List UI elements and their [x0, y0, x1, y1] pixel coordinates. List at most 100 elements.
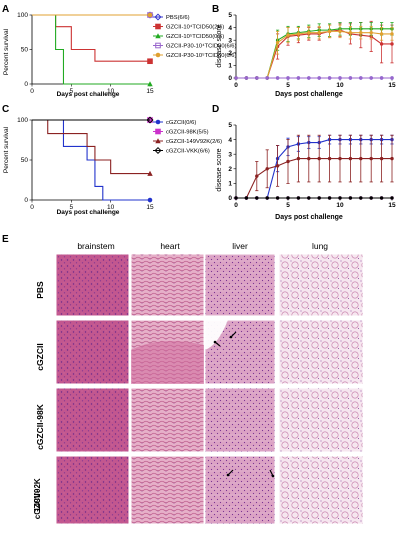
chart-d-series-point [244, 196, 249, 200]
histology-column-liver: liver [232, 241, 248, 251]
chart-b-series-point [307, 76, 311, 80]
chart-c-legend-marker [155, 138, 161, 144]
chart-d-series-point [234, 196, 238, 200]
chart-a-legend-label: GZCII-P30-10⁵TCID50(6/6) [166, 52, 236, 59]
chart-b-series-point [275, 41, 280, 45]
chart-b-ytick-label: 3 [228, 37, 232, 44]
arrow-head-icon [226, 473, 230, 477]
histology-column-heart: heart [160, 241, 180, 251]
chart-b-series-point [359, 76, 363, 80]
histology-row-4-line2: 149V92K [33, 478, 42, 512]
chart-d-series-point [307, 156, 311, 161]
histology-column-lung: lung [312, 241, 328, 251]
chart-d-xlabel: Days post challenge [275, 214, 343, 221]
chart-b-series-point [348, 76, 353, 80]
chart-d-xtick-label: 5 [286, 202, 290, 209]
chart-d-ytick-label: 4 [228, 137, 232, 144]
chart-c-series-line [32, 119, 150, 201]
arrow-head-icon [271, 474, 275, 478]
chart-d-series-point [327, 196, 332, 200]
chart-d-series-line [236, 158, 392, 199]
chart-b-series-point [338, 76, 342, 80]
chart-b-ytick-label: 0 [228, 75, 232, 82]
chart-d-ytick-label: 1 [228, 181, 232, 188]
chart-d-series-point [286, 196, 290, 200]
histology-gap-liver-cgzcii [205, 320, 228, 350]
chart-d-ytick-label: 2 [228, 166, 232, 173]
chart-c-series-point [146, 116, 154, 124]
chart-b-series-point [234, 76, 238, 80]
histology-tile-heart-row-1 [130, 253, 205, 317]
chart-d-series-point [369, 196, 373, 200]
chart-a-xlabel: Days post challenge [57, 91, 120, 98]
chart-c-ytick-label: 50 [21, 157, 29, 164]
chart-d: disease score Days post challenge 0 5 10 15… [216, 122, 396, 221]
chart-a-legend-marker [155, 23, 161, 30]
histology-tile-lung-row-1 [278, 253, 364, 317]
chart-d-axes [235, 125, 392, 199]
chart-d-series-point [296, 196, 301, 200]
chart-b-axes [235, 15, 392, 79]
chart-d-series-point [379, 196, 384, 200]
arrow-head-icon [213, 340, 217, 344]
chart-d-xtick-label: 10 [336, 202, 344, 209]
chart-d-ylabel: disease score [216, 148, 223, 191]
chart-b-series-point [296, 76, 301, 80]
chart-b-xtick-label: 15 [388, 82, 396, 89]
histology-tile-brainstem-row-1 [55, 253, 130, 317]
chart-c-legend-label: cGZCII-VKK(6/6) [166, 149, 210, 155]
chart-b-series-point [359, 30, 363, 35]
chart-c-legend-label: cGZCII-149V92K(2/6) [166, 139, 222, 145]
histology-row-cgzcii-149v92k: cGZCII-149V92K [33, 478, 42, 519]
chart-c-ytick-label: 0 [24, 197, 28, 204]
chart-c-xtick-label: 5 [70, 204, 74, 211]
panel-label-c: C [2, 104, 9, 115]
chart-b-series-line [236, 29, 392, 79]
chart-a-legend-label: GZCII-10⁴TCID50(2/6) [166, 24, 224, 31]
chart-d-series-point [379, 156, 384, 161]
chart-a-xtick-label: 10 [107, 88, 115, 95]
chart-a-xtick-label: 5 [70, 88, 74, 95]
chart-b-ytick-label: 2 [228, 50, 232, 57]
histology-tile-heart-row-3 [130, 387, 205, 453]
chart-d-series-point [348, 156, 353, 161]
chart-c-ytick-label: 100 [17, 117, 28, 124]
chart-a-legend-label: GZCII-10⁵TCID50(0/6) [166, 33, 224, 40]
arrow-head-icon [229, 335, 233, 339]
chart-c-legend-label: cGZCII(0/6) [166, 120, 196, 126]
histology-tile-lung-row-3 [278, 387, 364, 453]
chart-a-series-point [147, 58, 153, 65]
chart-d-series-point [390, 196, 394, 200]
histology-row-4-line1: cGZCII- [33, 490, 42, 519]
chart-a-ytick-label: 100 [17, 12, 28, 19]
chart-c-ylabel: Percent survival [3, 126, 10, 173]
chart-c-legend-label: cGZCII-98K(5/5) [166, 130, 209, 136]
chart-c-legend-marker [154, 146, 162, 155]
chart-d-series-point [327, 156, 332, 161]
chart-d-series-point [390, 156, 394, 161]
histology-tile-brainstem-row-4 [55, 455, 130, 525]
histology-tile-heart-row-4 [130, 455, 205, 525]
histology-tile-liver-row-4 [204, 455, 276, 525]
chart-a-series-point [147, 12, 153, 18]
chart-b-series-point [379, 32, 384, 36]
histology-column-brainstem: brainstem [77, 241, 114, 251]
chart-b-ytick-label: 1 [228, 63, 232, 70]
histology-grid: brainstem heart liver lung PBS cGZCII cG… [33, 241, 364, 525]
chart-d-series-point [255, 196, 259, 200]
chart-b-series-point [275, 76, 280, 80]
chart-b-series-point [338, 29, 342, 34]
chart-b-series-point [327, 76, 332, 80]
chart-d-series-point [265, 167, 269, 171]
chart-a-legend-marker [155, 52, 161, 58]
chart-b-series-point [255, 76, 259, 80]
chart-d-series-point [317, 156, 321, 161]
chart-b-series-point [369, 76, 373, 80]
chart-c-legend-marker [155, 119, 161, 125]
chart-a-series-point [147, 81, 153, 87]
chart-a-xtick-label: 0 [30, 88, 34, 95]
chart-b-series-point [390, 32, 394, 36]
histology-row-cgzcii: cGZCII [35, 343, 45, 370]
histology-tile-brainstem-row-2 [55, 319, 130, 385]
chart-b-ytick-label: 4 [228, 25, 232, 32]
